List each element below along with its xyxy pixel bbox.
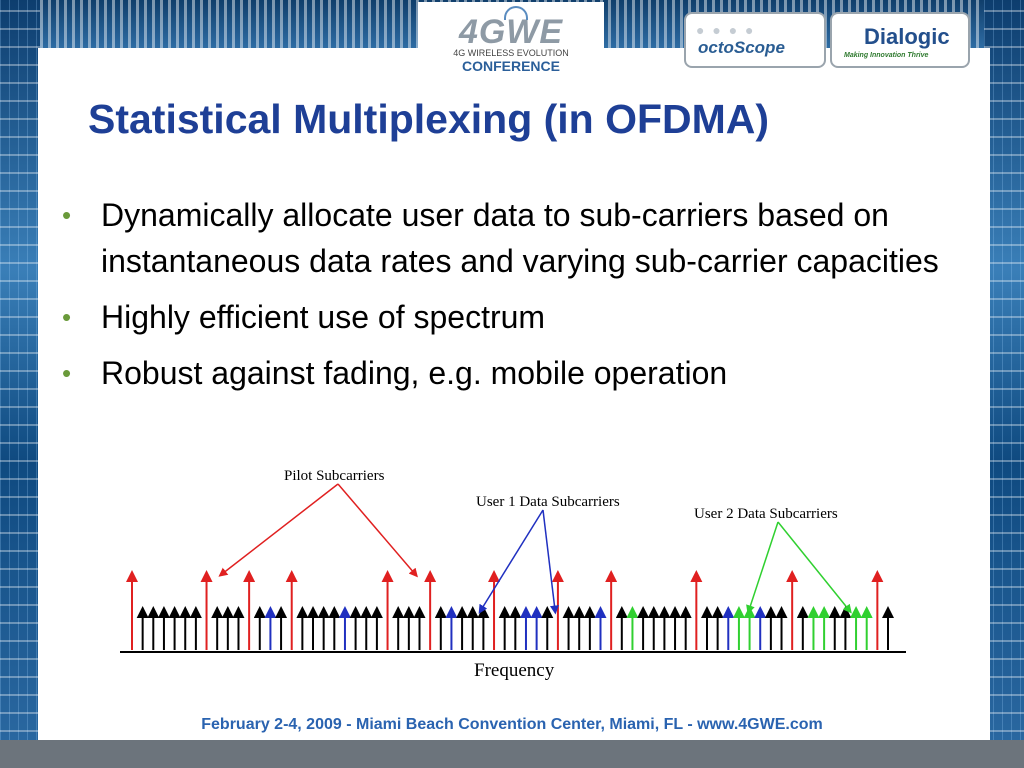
slide-title: Statistical Multiplexing (in OFDMA) [88, 96, 770, 142]
bullet-list: • Dynamically allocate user data to sub-c… [62, 192, 962, 406]
bullet-icon: • [62, 302, 72, 332]
bullet-text: Highly efficient use of spectrum [101, 299, 546, 335]
user1-label: User 1 Data Subcarriers [476, 494, 620, 510]
bullet-item: • Highly efficient use of spectrum [62, 294, 962, 340]
logo-octoscope-text: octoScope [698, 38, 785, 57]
bullet-icon: • [62, 200, 72, 230]
bottom-band [0, 740, 1024, 768]
frequency-label: Frequency [474, 660, 555, 681]
footer-text: February 2-4, 2009 - Miami Beach Convent… [201, 716, 823, 733]
user2-callout [746, 521, 852, 615]
bullet-item: • Robust against fading, e.g. mobile oper… [62, 350, 962, 396]
bullet-text: Dynamically allocate user data to sub-ca… [101, 197, 939, 279]
logo-4gwe-conference: CONFERENCE [461, 58, 560, 74]
bullet-text: Robust against fading, e.g. mobile opera… [101, 355, 728, 391]
logo-dialogic-tagline: Making Innovation Thrive [844, 52, 929, 59]
logo-dialogic: Dialogic Making Innovation Thrive [830, 12, 970, 68]
subcarrier-arrows [126, 570, 894, 650]
bullet-item: • Dynamically allocate user data to sub-c… [62, 192, 962, 284]
subcarrier-diagram: Pilot Subcarriers User 1 Data Subcarrier… [120, 468, 906, 681]
logo-4gwe-subtitle: 4G WIRELESS EVOLUTION [453, 48, 569, 58]
wireless-icon [504, 6, 528, 20]
user1-callout [478, 509, 559, 615]
logo-4gwe: 4GWE 4G WIRELESS EVOLUTION CONFERENCE [418, 2, 604, 80]
user2-label: User 2 Data Subcarriers [694, 506, 838, 522]
logo-octoscope: ● ● ● ● octoScope [684, 12, 826, 68]
logo-dialogic-text: Dialogic [864, 24, 950, 49]
octoscope-dots-icon: ● ● ● ● [696, 22, 756, 38]
pilot-label: Pilot Subcarriers [284, 468, 385, 484]
right-circuit-decoration [984, 0, 1024, 768]
logo-4gwe-text: 4GWE [458, 13, 564, 51]
bullet-icon: • [62, 358, 72, 388]
pilot-callout [218, 483, 418, 578]
left-circuit-decoration [0, 0, 40, 768]
